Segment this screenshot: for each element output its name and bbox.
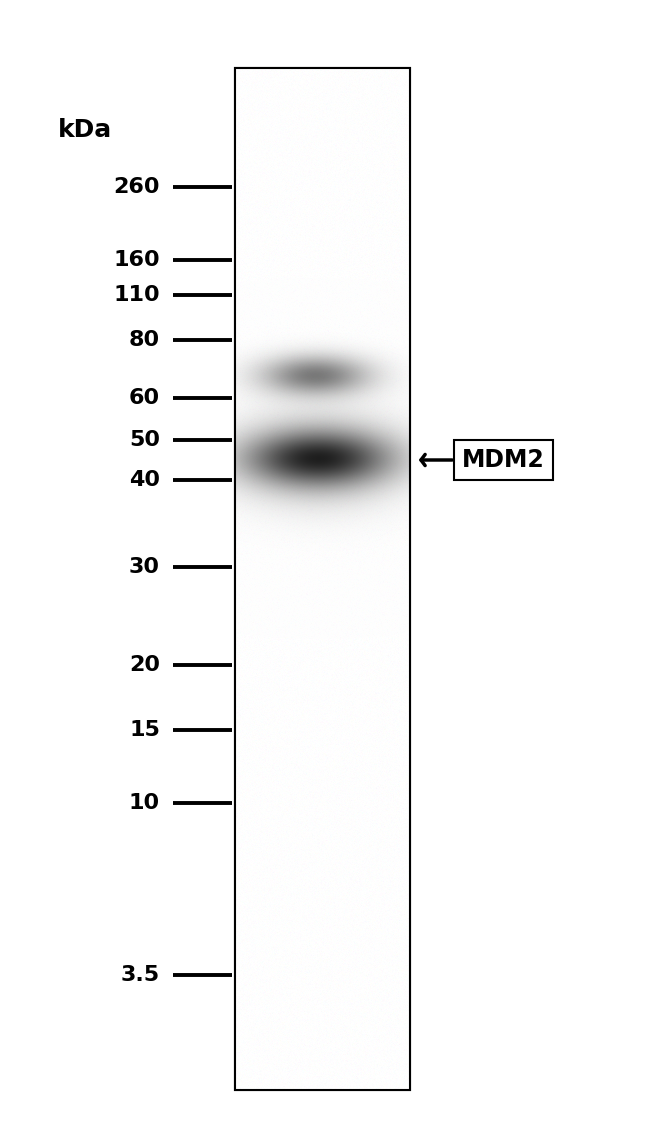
Text: 50: 50 <box>129 430 160 450</box>
Bar <box>235 68 410 1090</box>
Text: 60: 60 <box>129 388 160 409</box>
Bar <box>235 68 410 1090</box>
Text: 3.5: 3.5 <box>121 965 160 986</box>
Text: 15: 15 <box>129 720 160 740</box>
Text: 80: 80 <box>129 330 160 351</box>
Text: kDa: kDa <box>58 118 112 142</box>
Text: MDM2: MDM2 <box>462 448 545 472</box>
Text: 20: 20 <box>129 655 160 675</box>
Text: 40: 40 <box>129 470 160 490</box>
Text: 110: 110 <box>113 284 160 305</box>
Text: 30: 30 <box>129 556 160 577</box>
Text: 160: 160 <box>113 250 160 270</box>
Text: 10: 10 <box>129 793 160 813</box>
Text: 260: 260 <box>114 178 160 197</box>
